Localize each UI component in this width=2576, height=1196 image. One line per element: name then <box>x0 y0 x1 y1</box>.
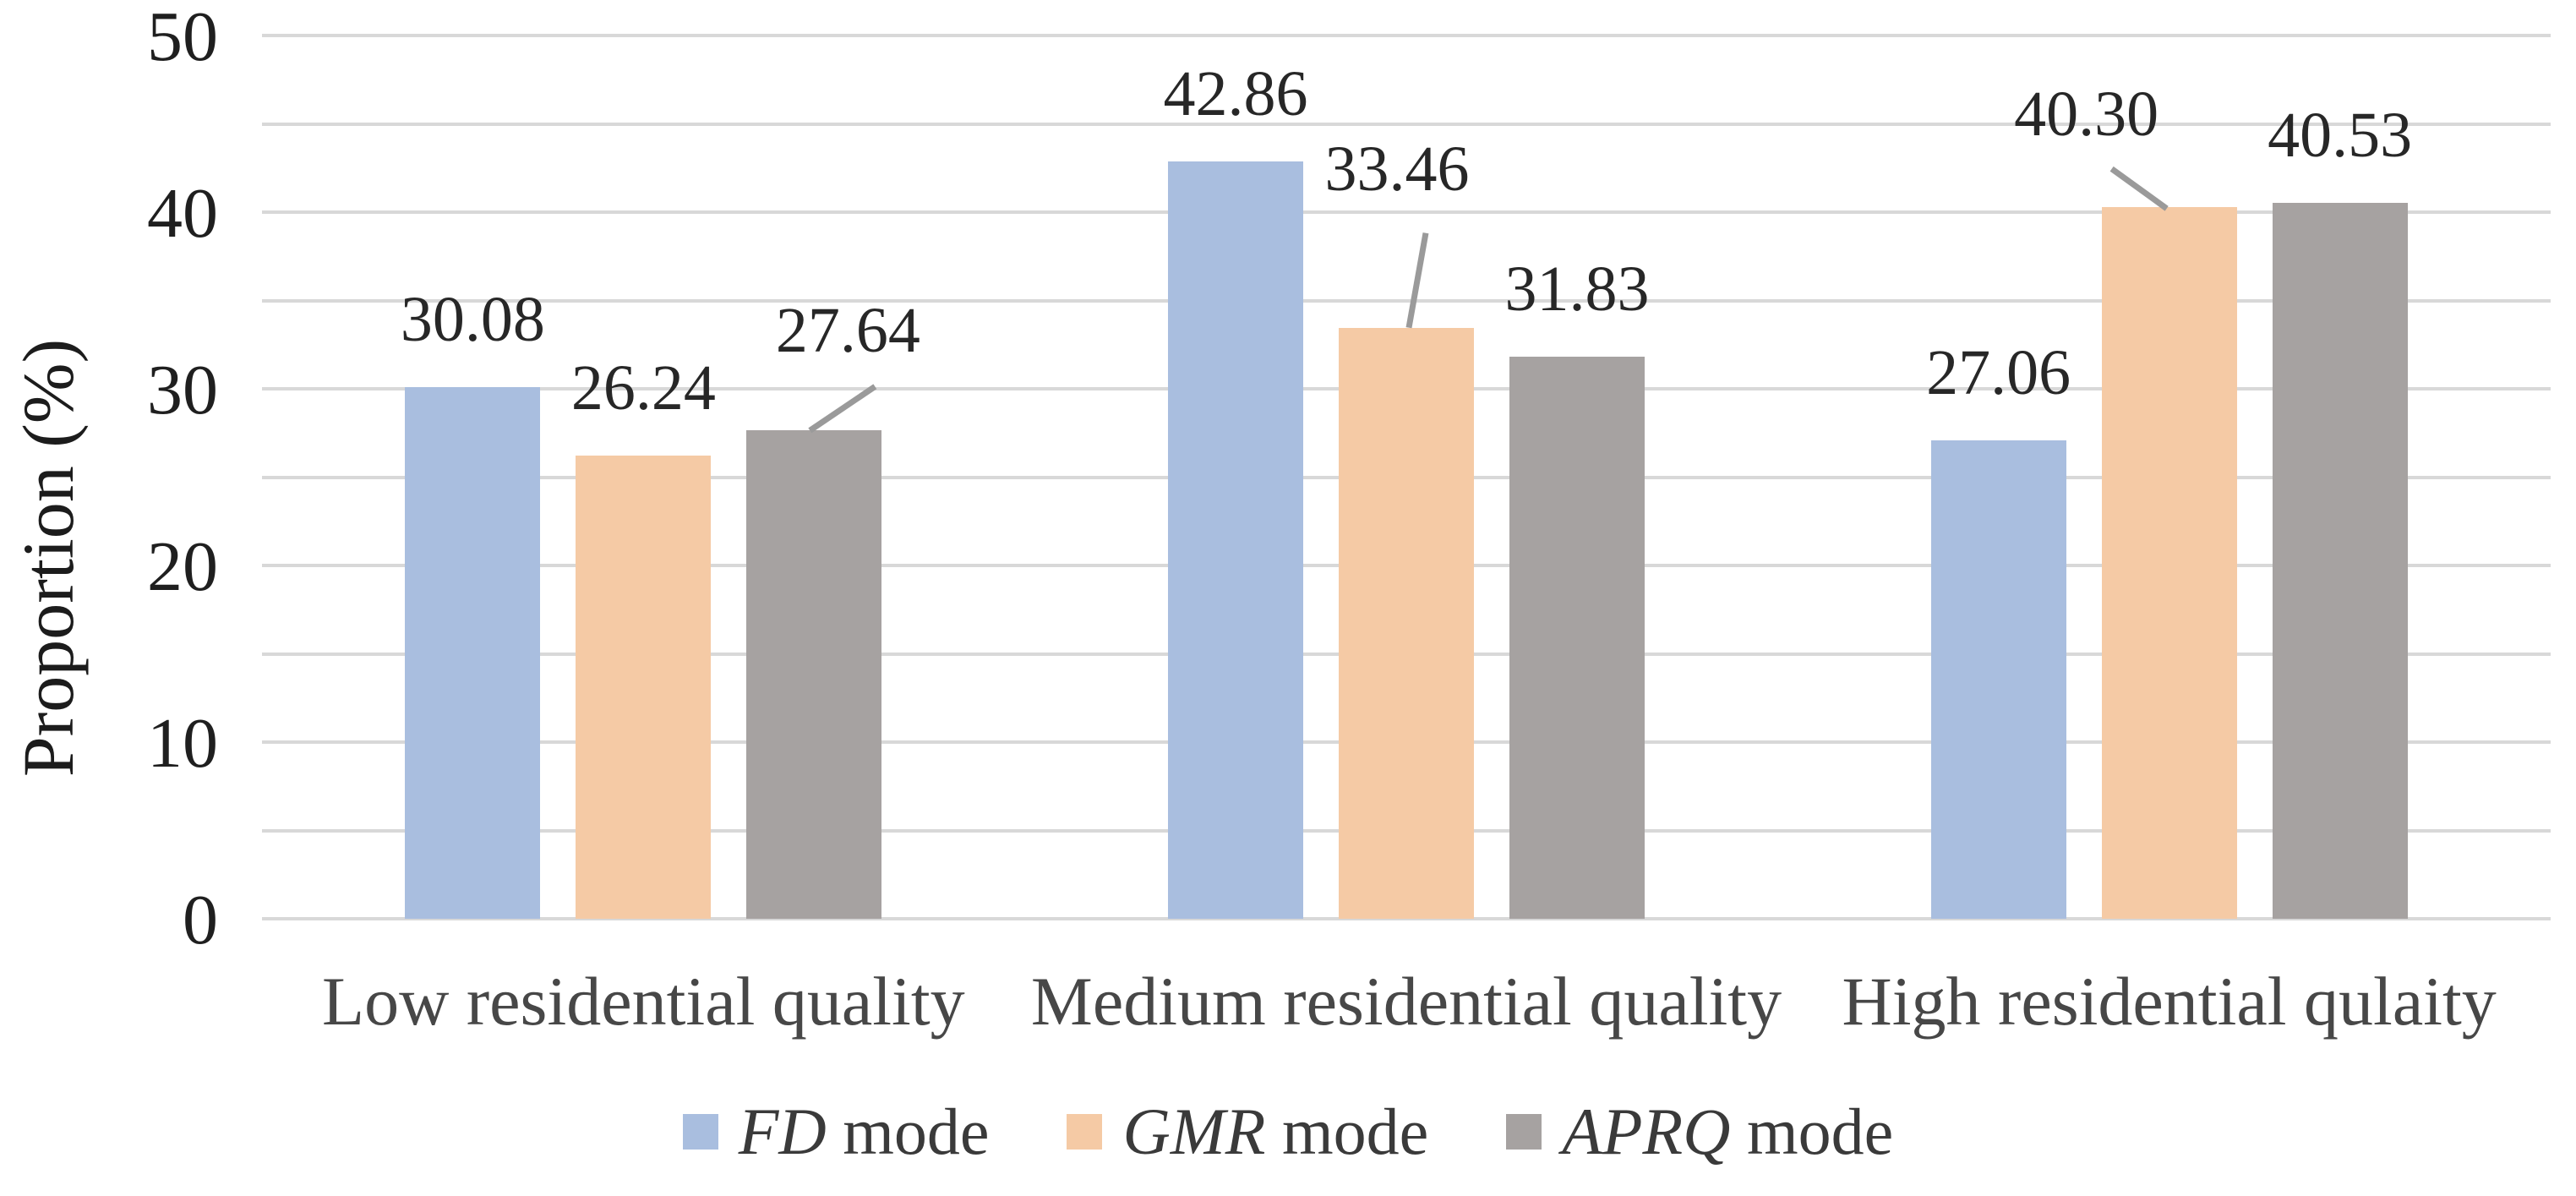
legend-swatch <box>1067 1114 1103 1150</box>
data-label: 27.06 <box>1926 337 2071 409</box>
y-tick-label: 30 <box>147 351 218 429</box>
y-tick-label: 0 <box>183 881 218 959</box>
legend-item-gmr: GMR mode <box>1067 1099 1428 1165</box>
data-label-leader-line <box>2109 166 2169 211</box>
plot-area: 30.08 42.86 27.06 26.24 33.46 40.30 27.64 31.83… <box>262 34 2551 920</box>
bar-fd-cat2 <box>1168 161 1303 919</box>
legend-item-aprq: APRQ mode <box>1506 1099 1893 1165</box>
legend-label: GMR mode <box>1122 1095 1429 1168</box>
data-label: 33.46 <box>1324 133 1470 205</box>
bar-gmr-cat2 <box>1339 327 1474 919</box>
x-axis-category-labels: Low residential quality Medium residentia… <box>0 963 2576 1057</box>
legend-label: FD mode <box>738 1095 990 1168</box>
data-label: 40.53 <box>2268 99 2413 171</box>
legend-swatch <box>1506 1114 1542 1150</box>
leader-lines <box>808 166 2169 434</box>
y-tick-label: 40 <box>147 174 218 253</box>
bar-aprq-cat2 <box>1509 356 1645 919</box>
legend-swatch <box>682 1114 718 1150</box>
gridline <box>262 298 2551 303</box>
data-label-leader-line <box>1405 232 1429 329</box>
bar-aprq-cat3 <box>2272 202 2408 919</box>
gridline <box>262 34 2551 37</box>
y-tick-label: 10 <box>147 704 218 783</box>
data-label-leader-line <box>808 384 877 434</box>
bar-gmr-cat1 <box>576 455 712 919</box>
gridline <box>262 917 2551 920</box>
y-axis-tick-labels: 0 10 20 30 40 50 <box>0 0 218 1196</box>
gridline <box>262 122 2551 126</box>
category-label: High residential qulaity <box>1842 963 2497 1040</box>
bar-fd-cat1 <box>405 387 541 919</box>
bar-gmr-cat3 <box>2101 206 2237 919</box>
legend-label: APRQ mode <box>1562 1095 1894 1168</box>
category-label: Low residential quality <box>322 963 965 1040</box>
legend-item-fd: FD mode <box>682 1095 990 1168</box>
legend: FD mode GMR mode APRQ mode <box>0 1099 2576 1165</box>
data-label: 40.30 <box>2014 78 2159 150</box>
data-label: 42.86 <box>1163 58 1308 130</box>
y-tick-label: 20 <box>147 527 218 606</box>
data-label: 31.83 <box>1504 253 1650 325</box>
category-label: Medium residential quality <box>1030 963 1782 1040</box>
data-label: 26.24 <box>570 352 716 423</box>
y-tick-label: 50 <box>147 0 218 76</box>
data-label: 30.08 <box>400 284 545 356</box>
bar-fd-cat3 <box>1930 440 2066 919</box>
gridline <box>262 210 2551 214</box>
data-label: 27.64 <box>775 295 920 367</box>
bar-aprq-cat1 <box>746 430 882 919</box>
